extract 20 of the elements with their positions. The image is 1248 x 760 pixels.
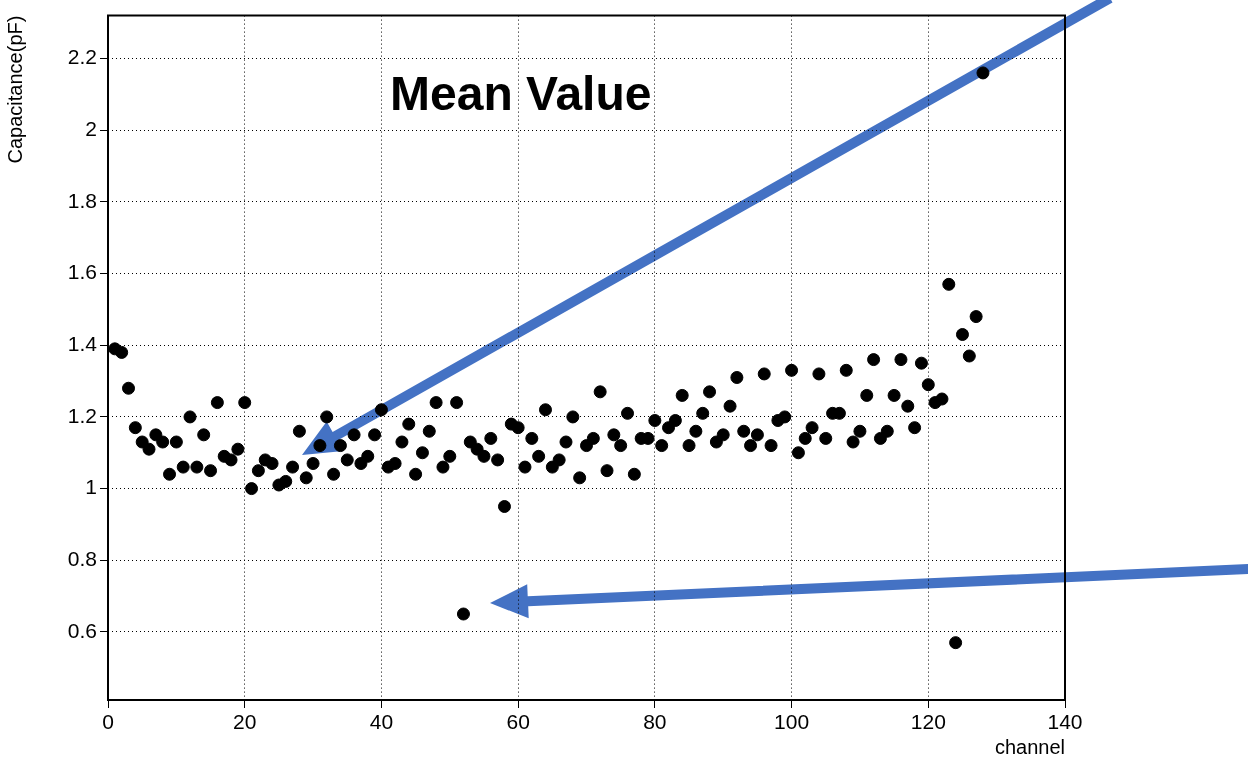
y-tick-label: 1.6 (67, 260, 97, 284)
y-tick-label: 1.8 (67, 188, 97, 212)
x-tick-label: 80 (643, 710, 667, 734)
y-tick-label: 0.6 (67, 618, 97, 642)
x-tick-label: 0 (102, 710, 114, 734)
y-tick-label: 0.8 (67, 547, 97, 571)
y-tick-label: 1 (85, 475, 97, 499)
x-tick-label: 100 (774, 710, 810, 734)
y-axis-title: Capacitance(pF) (3, 15, 26, 164)
y-tick-label: 2 (85, 117, 97, 141)
annotation: Mean Value (390, 66, 652, 121)
y-tick-label: 1.4 (67, 332, 98, 356)
y-tick-label: 1.2 (67, 403, 97, 427)
x-tick-label: 20 (233, 710, 257, 734)
x-axis-title: channel (994, 735, 1065, 758)
y-tick-label: 2.2 (67, 45, 97, 69)
x-tick-label: 40 (369, 710, 394, 734)
x-tick-label: 120 (910, 710, 946, 734)
x-tick-label: 60 (506, 710, 530, 734)
x-tick-label: 140 (1047, 710, 1083, 734)
